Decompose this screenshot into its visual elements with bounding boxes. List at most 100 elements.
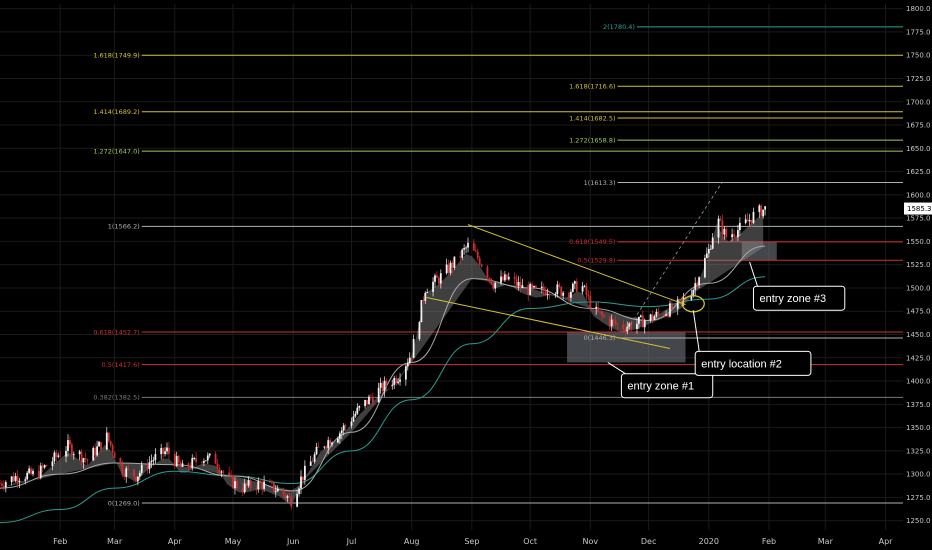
candlestick	[37, 464, 40, 480]
fib-level-label: 1.272(1647.0)	[93, 147, 139, 155]
candle-body	[517, 282, 520, 286]
candle-body	[560, 286, 563, 296]
candlestick	[57, 452, 60, 459]
candle-body	[350, 421, 353, 426]
candlestick	[39, 462, 42, 480]
candlestick	[397, 378, 399, 385]
candle-body	[507, 276, 510, 280]
candle-body	[201, 462, 203, 463]
candle-body	[206, 455, 209, 461]
candlestick	[445, 258, 448, 275]
candlestick	[138, 470, 141, 481]
candlestick	[148, 456, 151, 474]
candlestick	[86, 458, 89, 466]
candle-body	[109, 441, 112, 446]
candle-body	[247, 480, 250, 486]
fib-level-label: 1.414(1689.2)	[93, 108, 139, 116]
candlestick	[67, 434, 69, 457]
candlestick	[41, 463, 44, 473]
candle-body	[698, 277, 700, 286]
candlestick	[595, 302, 598, 315]
last-price-badge	[904, 202, 932, 215]
candlestick	[737, 224, 739, 241]
candle-body	[57, 455, 60, 457]
candle-body	[474, 250, 477, 252]
y-tick-label: 1800.0	[906, 5, 931, 13]
candle-body	[432, 281, 434, 292]
candlestick	[418, 320, 421, 341]
candlestick	[610, 314, 613, 331]
y-tick-label: 1750.0	[906, 52, 931, 60]
candlestick	[719, 215, 722, 222]
candle-body	[296, 493, 299, 507]
candlestick	[399, 373, 401, 386]
candlestick	[711, 233, 714, 250]
candle-body	[10, 476, 13, 483]
candlestick	[515, 274, 518, 290]
candle-body	[705, 253, 708, 258]
candle-body	[113, 452, 116, 458]
y-tick-label: 1450.0	[906, 331, 931, 339]
moving-average-line	[0, 245, 766, 492]
candlestick	[168, 441, 170, 459]
candle-body	[504, 274, 506, 281]
candlestick	[366, 400, 368, 408]
candle-body	[98, 441, 100, 447]
candle-body	[272, 482, 275, 493]
candlestick	[760, 204, 763, 218]
candlestick	[59, 450, 62, 458]
candle-body	[445, 264, 448, 274]
entry-zones	[567, 241, 777, 363]
candlestick	[232, 474, 234, 490]
candlestick	[436, 270, 438, 278]
candlestick	[589, 291, 592, 311]
candle-body	[735, 236, 737, 238]
candlestick	[154, 448, 157, 464]
candle-body	[327, 440, 330, 448]
candlestick	[329, 437, 332, 446]
candlestick	[249, 476, 252, 492]
candlestick	[173, 451, 176, 470]
candle-body	[100, 441, 102, 450]
candle-body	[261, 482, 264, 489]
candle-body	[125, 468, 128, 477]
candlestick	[558, 282, 561, 289]
x-tick-label: Jul	[346, 537, 357, 546]
candle-body	[234, 481, 236, 489]
candle-body	[461, 249, 464, 258]
candle-body	[162, 447, 165, 454]
candle-body	[218, 468, 221, 473]
candle-body	[680, 299, 683, 301]
candle-body	[30, 468, 32, 475]
x-tick-label: Feb	[53, 537, 67, 546]
candle-body	[665, 314, 667, 316]
candlestick	[490, 278, 493, 286]
candle-body	[418, 322, 421, 339]
candlestick	[204, 460, 207, 462]
x-tick-label: Apr	[879, 537, 894, 546]
candle-body	[494, 282, 497, 289]
x-tick-label: Feb	[762, 537, 776, 546]
candle-body	[284, 494, 287, 499]
candle-body	[426, 291, 429, 293]
candlestick	[535, 285, 537, 289]
x-axis: Feb Mar Apr May Jun Jul Aug Sep Oct Nov Dec 2020 Feb…	[53, 537, 893, 546]
candle-body	[270, 482, 273, 484]
candlestick	[546, 288, 549, 300]
candlestick	[665, 310, 667, 317]
candle-body	[682, 297, 685, 301]
candlestick	[300, 470, 302, 495]
candle-body	[133, 469, 135, 477]
x-tick-label: Aug	[404, 537, 420, 546]
candle-body	[395, 378, 398, 384]
callout-text: entry location #2	[701, 358, 782, 370]
candlestick	[597, 300, 600, 313]
candle-body	[542, 286, 545, 291]
candle-body	[241, 488, 244, 493]
candle-body	[67, 440, 69, 451]
candle-body	[738, 222, 741, 231]
candle-body	[669, 303, 671, 317]
candlestick	[486, 264, 489, 281]
candlestick	[573, 280, 576, 290]
